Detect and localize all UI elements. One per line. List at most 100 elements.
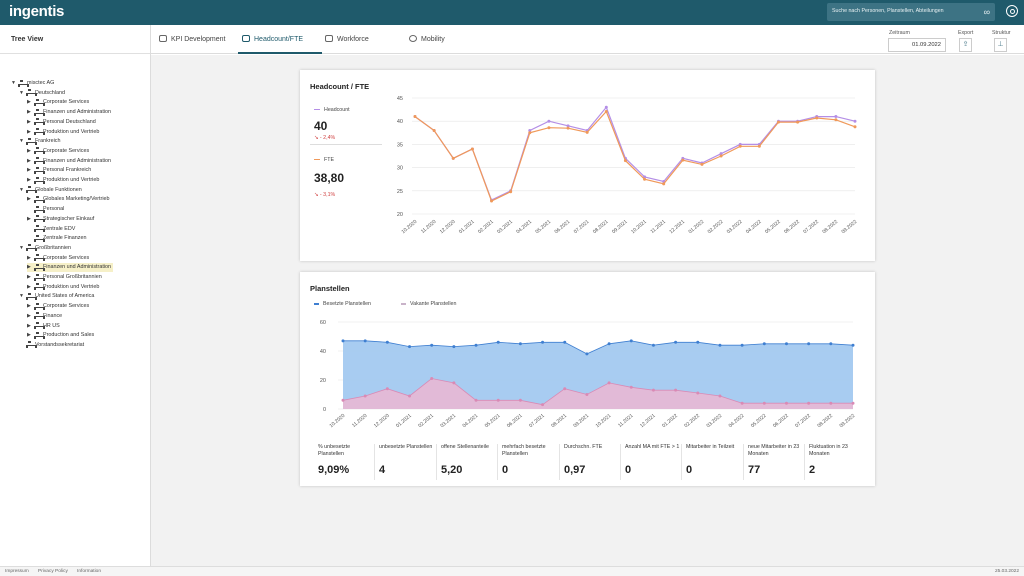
data-point: [815, 116, 819, 120]
tree-node[interactable]: ▶ Production and Sales: [27, 331, 96, 340]
tree-node[interactable]: ▶ HR US: [27, 322, 62, 331]
data-point: [762, 401, 766, 405]
impressum-link[interactable]: Impressum: [5, 569, 29, 574]
people-icon: [242, 35, 250, 42]
expand-arrow-icon[interactable]: ▶: [27, 274, 31, 280]
expand-arrow-icon[interactable]: ▶: [27, 109, 31, 116]
expand-arrow-icon[interactable]: ▶: [27, 196, 31, 203]
tree-node[interactable]: ▶ Finanzen und Administration: [27, 263, 114, 273]
tree-node[interactable]: ▼ misctec AG: [11, 79, 56, 88]
privacy-policy-link[interactable]: Privacy Policy: [38, 569, 68, 574]
expand-arrow-icon[interactable]: ▶: [27, 332, 31, 339]
expand-arrow-icon[interactable]: ▶: [27, 147, 31, 154]
tree-node-label: Finance: [43, 312, 63, 319]
tree-node[interactable]: ▼ Großbritannien: [19, 244, 73, 253]
data-point: [696, 340, 700, 344]
tree-node-label: Globale Funktionen: [35, 186, 82, 193]
expand-arrow-icon[interactable]: ▶: [27, 322, 31, 329]
org-unit-icon: [34, 128, 45, 136]
tree-node[interactable]: ▶ Personal Frankreich: [27, 166, 93, 175]
expand-arrow-icon[interactable]: ▼: [19, 293, 24, 300]
fte-value: 38,80: [314, 171, 345, 185]
tree-node[interactable]: ▶ Personal Deutschland: [27, 118, 98, 127]
tree-node[interactable]: ▶ Finance: [27, 312, 64, 321]
tree-node[interactable]: ▶ Finanzen und Administration: [27, 108, 113, 117]
kpi-label: mehrfach besetzte Planstellen: [502, 444, 546, 457]
data-point: [604, 105, 608, 109]
tab-workforce[interactable]: Workforce: [325, 35, 369, 43]
expand-arrow-icon[interactable]: ▼: [19, 89, 24, 96]
expand-arrow-icon[interactable]: ▶: [27, 215, 31, 222]
tree-node[interactable]: ▶ Corporate Services: [27, 147, 91, 156]
expand-arrow-icon[interactable]: ▶: [27, 167, 31, 174]
tree-node[interactable]: ▼ United States of America: [19, 292, 96, 301]
tree-node[interactable]: ▼ Frankreich: [19, 137, 62, 146]
settings-gear-icon[interactable]: [1006, 5, 1018, 17]
x-tick-label: 12.2021: [668, 219, 686, 235]
tree-node[interactable]: ▼ Deutschland: [19, 89, 67, 98]
tree-node[interactable]: ▶ Globales Marketing/Vertrieb: [27, 195, 112, 204]
expand-arrow-icon[interactable]: ▶: [27, 157, 31, 164]
data-point: [341, 398, 345, 402]
expand-arrow-icon[interactable]: ▶: [27, 177, 31, 183]
tree-node[interactable]: Zentrale Finanzen: [27, 234, 88, 243]
expand-arrow-icon[interactable]: ▶: [27, 254, 31, 261]
legend-label: Besetzte Planstellen: [323, 301, 371, 307]
x-tick-label: 02.2022: [707, 219, 725, 235]
tab-headcount-fte[interactable]: Headcount/FTE: [242, 35, 303, 43]
kpi-value: 5,20: [441, 464, 463, 476]
x-tick-label: 03.2022: [726, 219, 744, 235]
data-point: [408, 394, 412, 398]
tree-node-label: Personal Großbritannien: [43, 274, 102, 280]
data-point: [674, 388, 678, 392]
tree-node[interactable]: Zentrale EDV: [27, 225, 77, 234]
expand-arrow-icon[interactable]: ▶: [27, 118, 31, 125]
expand-arrow-icon[interactable]: ▼: [19, 186, 24, 193]
binoculars-icon[interactable]: ∞: [983, 7, 990, 17]
headcount-delta: ↘ - 2,4%: [314, 135, 335, 141]
tree-node-label: Produktion und Vertrieb: [43, 283, 100, 290]
data-point: [807, 342, 811, 346]
export-icon[interactable]: ⇪: [959, 38, 972, 52]
structure-icon[interactable]: ⊥: [994, 38, 1007, 52]
tree-node[interactable]: Vorstandssekretariat: [19, 341, 86, 350]
tree-node[interactable]: ▶ Corporate Services: [27, 254, 91, 263]
legend-fte: FTE: [314, 157, 334, 163]
tab-kpi-development[interactable]: KPI Development: [159, 35, 225, 43]
data-point: [509, 190, 513, 194]
tree-node[interactable]: ▶ Produktion und Vertrieb: [27, 283, 101, 292]
expand-arrow-icon[interactable]: ▶: [27, 99, 31, 106]
expand-arrow-icon[interactable]: ▶: [27, 303, 31, 310]
org-unit-icon: [34, 166, 45, 174]
tree-node[interactable]: ▶ Corporate Services: [27, 98, 91, 107]
data-point: [740, 401, 744, 405]
data-point: [566, 124, 570, 128]
tree-node-label: Strategischer Einkauf: [43, 215, 95, 222]
search-input[interactable]: Suche nach Personen, Planstellen, Abteil…: [827, 3, 995, 21]
tree-node[interactable]: ▶ Strategischer Einkauf: [27, 215, 96, 224]
app-logo[interactable]: ingentis: [9, 3, 65, 20]
tree-node-label: Corporate Services: [43, 99, 90, 106]
expand-arrow-icon[interactable]: ▼: [11, 80, 16, 86]
expand-arrow-icon[interactable]: ▶: [27, 283, 31, 290]
tree-node[interactable]: ▼ Globale Funktionen: [19, 186, 84, 195]
tree-node[interactable]: ▶ Corporate Services: [27, 302, 91, 311]
data-point: [681, 158, 685, 162]
zeitraum-date-field[interactable]: 01.09.2022: [888, 38, 946, 52]
expand-arrow-icon[interactable]: ▼: [19, 244, 24, 251]
expand-arrow-icon[interactable]: ▶: [27, 264, 31, 271]
tree-node[interactable]: Personal: [27, 205, 66, 214]
information-link[interactable]: Information: [77, 569, 101, 574]
x-tick-label: 06.2022: [783, 219, 801, 235]
kpi-label: unbesetzte Planstellen: [379, 444, 433, 450]
x-tick-label: 12.2021: [639, 413, 657, 429]
tab-mobility[interactable]: Mobility: [409, 35, 445, 43]
tree-node[interactable]: ▶ Finanzen und Administration: [27, 157, 113, 166]
data-point: [408, 345, 412, 349]
tree-node[interactable]: ▶ Produktion und Vertrieb: [27, 128, 101, 137]
expand-arrow-icon[interactable]: ▶: [27, 312, 31, 319]
expand-arrow-icon[interactable]: ▼: [19, 138, 24, 145]
expand-arrow-icon[interactable]: ▶: [27, 128, 31, 135]
tree-node[interactable]: ▶ Produktion und Vertrieb: [27, 176, 101, 185]
tree-node[interactable]: ▶ Personal Großbritannien: [27, 273, 104, 282]
